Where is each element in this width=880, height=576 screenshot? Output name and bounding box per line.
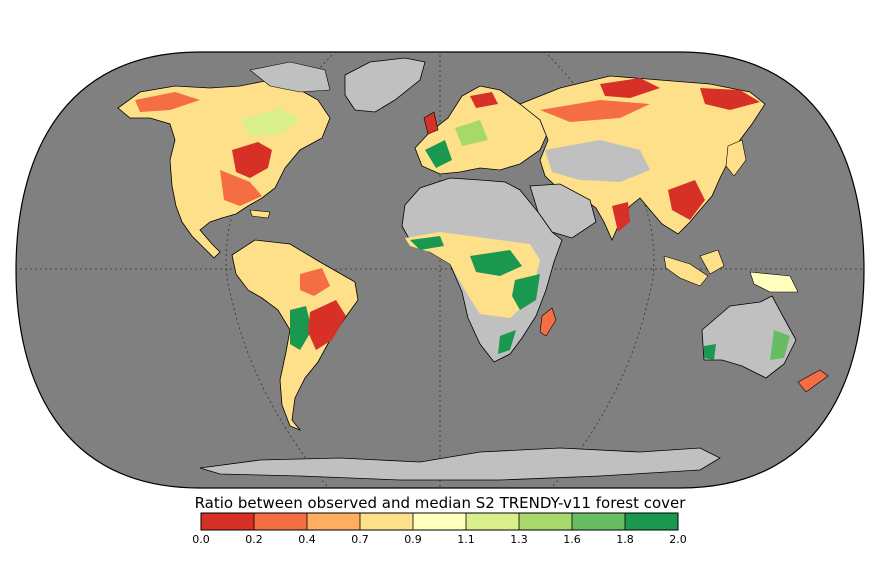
north-america-orange	[220, 170, 262, 206]
colorbar-tick-label: 0.7	[351, 533, 369, 546]
arctic-islands-na	[249, 61, 331, 93]
colorbar-tick-label: 1.6	[563, 533, 581, 546]
south-america-green	[290, 306, 312, 350]
colorbar-tick-label: 0.0	[192, 533, 210, 546]
map-content	[16, 52, 864, 488]
caribbean	[249, 209, 271, 219]
central-asia	[545, 140, 650, 182]
africa-green-south	[498, 330, 516, 354]
north-america-green	[240, 108, 300, 136]
asia-north-red	[600, 78, 660, 98]
africa-green-west	[410, 236, 444, 250]
new-guinea	[749, 271, 799, 293]
colorbar-tick-label: 1.3	[510, 533, 528, 546]
australia-west-green	[704, 344, 716, 360]
colorbar-tick-label: 1.8	[616, 533, 634, 546]
map-boundary	[15, 51, 865, 489]
uk	[423, 111, 439, 135]
colorbar-tick-label: 0.9	[404, 533, 422, 546]
north-america-north-red	[135, 92, 200, 112]
japan	[725, 139, 747, 177]
greenland	[344, 57, 426, 113]
australia-east-green	[770, 330, 790, 360]
asia-northeast-red	[700, 88, 760, 110]
asia-orange-band	[540, 100, 650, 122]
europe-green	[425, 140, 452, 168]
colorbar-title: Ratio between observed and median S2 TRE…	[194, 494, 686, 512]
antarctica	[199, 447, 721, 481]
colorbar-tick-label: 2.0	[669, 533, 687, 546]
africa-green-east	[512, 274, 540, 310]
south-america-orange	[300, 268, 330, 296]
borneo	[699, 249, 725, 275]
colorbar-tick-label: 0.2	[245, 533, 263, 546]
europe-red	[470, 92, 498, 108]
indonesia	[663, 255, 709, 287]
europe-light-green	[455, 120, 488, 146]
africa-green-central	[470, 250, 522, 276]
colorbar-tick-label: 1.1	[457, 533, 475, 546]
colorbar-tick-label: 0.4	[298, 533, 316, 546]
north-america-red-east	[232, 142, 272, 178]
india-red	[612, 202, 630, 232]
south-america-red	[308, 300, 346, 350]
madagascar	[539, 307, 557, 337]
china-red	[668, 180, 705, 220]
new-zealand	[797, 369, 829, 393]
